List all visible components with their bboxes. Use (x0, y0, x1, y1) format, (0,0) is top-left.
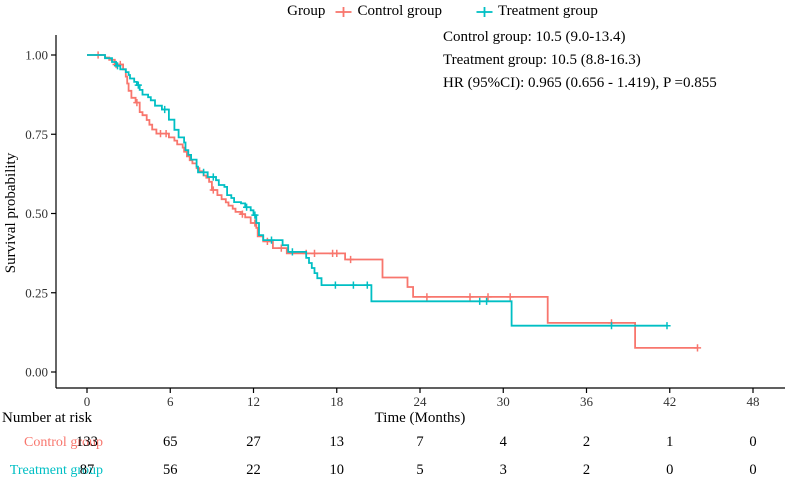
risk-count: 0 (749, 434, 756, 450)
annotation-line-treatment: Treatment group: 10.5 (8.8-16.3) (443, 52, 641, 68)
x-tick-label: 0 (84, 394, 91, 409)
legend-item-label: Treatment group (498, 3, 598, 19)
annotation-line-control: Control group: 10.5 (9.0-13.4) (443, 29, 626, 45)
risk-count: 7 (416, 434, 423, 450)
risk-count: 27 (246, 434, 261, 450)
risk-count: 3 (500, 462, 507, 478)
annotation-line-hr: HR (95%CI): 0.965 (0.656 - 1.419), P =0.… (443, 75, 717, 91)
risk-count: 0 (749, 462, 756, 478)
risk-count: 2 (583, 434, 590, 450)
survival-curve-treatment-group (87, 54, 667, 327)
x-tick-label: 30 (497, 394, 510, 409)
risk-table-title: Number at risk (2, 410, 92, 426)
y-axis-title: Survival probability (3, 152, 19, 273)
y-tick-label: 1.00 (25, 48, 48, 63)
risk-count: 87 (80, 462, 95, 478)
median-survival-annotation: Control group: 10.5 (9.0-13.4) Treatment… (443, 26, 717, 95)
y-tick-label: 0.75 (25, 127, 48, 142)
legend-item-treatment: Treatment group (476, 3, 598, 20)
legend-title: Group (287, 3, 326, 19)
risk-count: 0 (666, 462, 673, 478)
risk-count: 65 (163, 434, 178, 450)
legend: Group Control group Treatment group (56, 3, 789, 20)
survival-curves (87, 51, 702, 352)
censor-marks-treatment-group (113, 62, 671, 330)
censor-marks-control-group (94, 51, 702, 352)
x-tick-label: 24 (414, 394, 428, 409)
risk-count: 10 (330, 462, 345, 478)
risk-row-label-control-group: Control group (24, 435, 103, 450)
x-tick-label: 42 (663, 394, 676, 409)
y-tick-label: 0.00 (25, 365, 48, 380)
survival-curve-control-group (87, 54, 698, 349)
x-tick-label: 36 (580, 394, 594, 409)
censor-plus-icon (335, 6, 352, 17)
risk-count: 13 (330, 434, 345, 450)
x-tick-label: 12 (247, 394, 260, 409)
risk-count: 5 (416, 462, 423, 478)
risk-count: 22 (246, 462, 261, 478)
x-tick-label: 48 (747, 394, 760, 409)
risk-count: 1 (666, 434, 673, 450)
y-tick-label: 0.25 (25, 285, 48, 300)
y-tick-label: 0.50 (25, 206, 48, 221)
risk-row-label-treatment-group: Treatment group (10, 463, 103, 478)
x-tick-label: 6 (167, 394, 174, 409)
legend-item-label: Control group (357, 3, 443, 19)
risk-count: 2 (583, 462, 590, 478)
censor-plus-icon (476, 6, 493, 17)
risk-count: 56 (163, 462, 178, 478)
axes: 0 6 12 18 24 30 36 42 48 0.00 0.25 0.50 0.75 1.00 (25, 35, 785, 409)
risk-count: 4 (500, 434, 508, 450)
risk-count: 133 (76, 434, 98, 450)
x-axis-title: Time (Months) (375, 410, 466, 426)
legend-item-control: Control group (335, 3, 442, 20)
x-tick-label: 18 (330, 394, 343, 409)
